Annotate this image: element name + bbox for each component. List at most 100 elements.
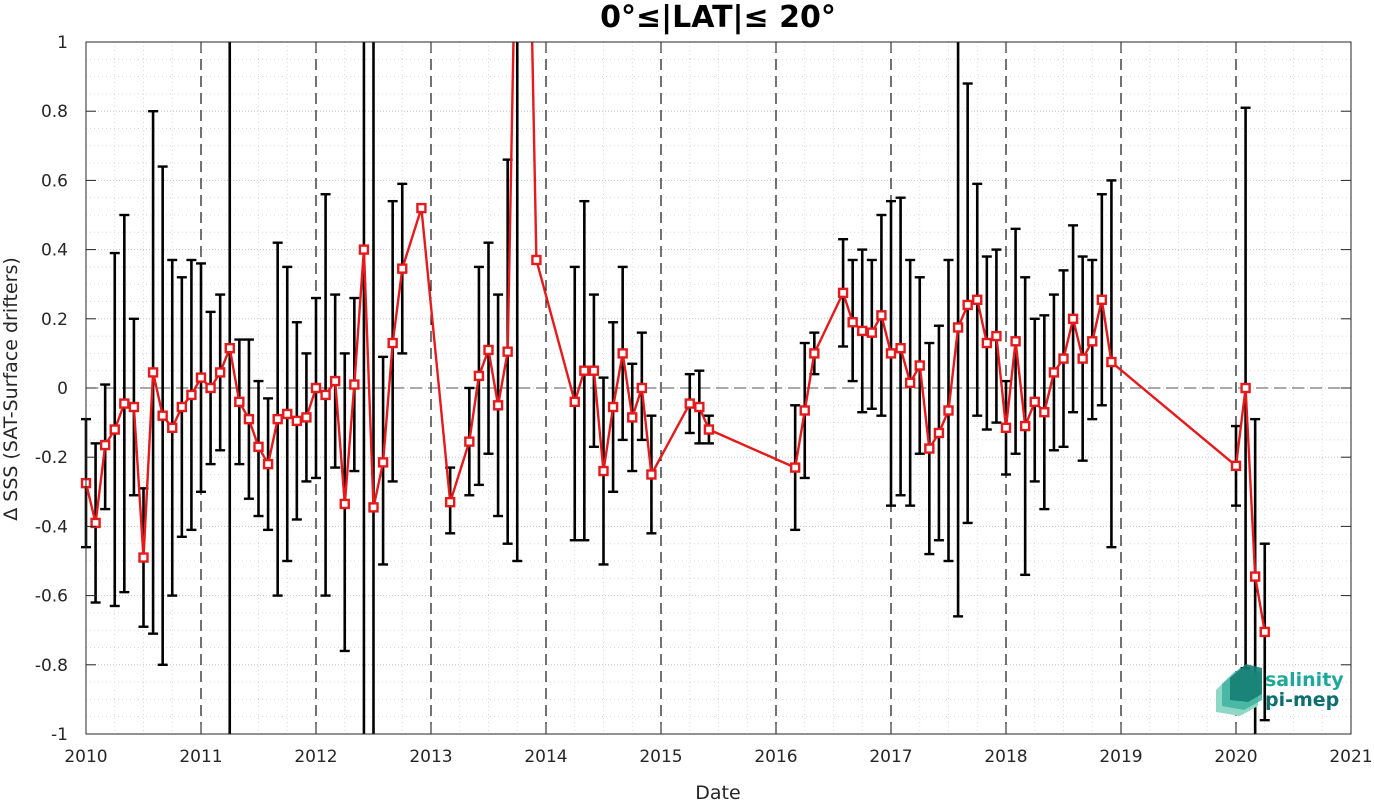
data-point [301, 412, 312, 423]
data-point [128, 401, 140, 413]
data-point [627, 412, 638, 423]
data-point [1019, 420, 1031, 432]
data-point [646, 469, 657, 480]
data-point [588, 365, 600, 376]
data-point [157, 410, 168, 421]
data-point [703, 424, 715, 435]
data-point [847, 317, 858, 328]
data-point [109, 424, 120, 435]
data-point [1096, 294, 1108, 305]
data-point [617, 348, 628, 359]
x-tick-label: 2017 [869, 747, 912, 767]
x-tick-label: 2018 [984, 747, 1027, 767]
data-point [972, 294, 983, 305]
x-tick-label: 2014 [524, 747, 567, 767]
data-point [205, 382, 216, 394]
data-point [1039, 407, 1050, 418]
data-point [924, 443, 935, 454]
data-point [914, 360, 925, 371]
data-point [636, 382, 648, 394]
chart-title: 0°≤|LAT|≤ 20° [600, 0, 836, 35]
data-point [904, 377, 916, 389]
y-tick-label: -0.2 [35, 448, 68, 468]
data-point [684, 398, 695, 409]
error-bars [81, 42, 1270, 734]
data-point [694, 401, 705, 413]
data-point [991, 330, 1002, 342]
x-tick-label: 2010 [64, 747, 107, 767]
data-point [981, 337, 993, 349]
data-point [387, 337, 398, 349]
data-point [320, 389, 331, 401]
data-point [310, 382, 322, 394]
data-point [607, 401, 619, 413]
salinity-pi-mep-logo: salinity pi-mep [1216, 664, 1344, 716]
x-tick-label: 2021 [1329, 747, 1372, 767]
data-point [167, 422, 178, 433]
logo-text-pi-mep: pi-mep [1265, 689, 1339, 711]
data-point [349, 379, 360, 390]
data-point [291, 415, 303, 427]
data-point [531, 254, 542, 266]
y-tick-label: 0.4 [41, 241, 68, 261]
data-point [933, 427, 945, 439]
data-point [492, 400, 504, 411]
data-point [1249, 571, 1261, 582]
data-point [943, 405, 954, 416]
y-tick-label: 0.6 [41, 171, 68, 191]
data-point [377, 457, 389, 468]
y-tick-label: 0.2 [41, 310, 68, 330]
data-point [416, 202, 427, 214]
data-point [1106, 356, 1117, 368]
data-point [809, 348, 820, 359]
x-tick-label: 2020 [1214, 747, 1257, 767]
y-tick-label: -1 [51, 725, 68, 745]
data-point [234, 396, 245, 408]
data-point [876, 310, 887, 321]
logo-text-salinity: salinity [1265, 669, 1344, 691]
y-tick-label: 1 [57, 33, 68, 53]
data-point [90, 517, 101, 529]
data-point [1077, 353, 1088, 364]
data-point [176, 401, 188, 413]
data-point [214, 367, 226, 378]
data-point [799, 405, 810, 416]
data-point [272, 413, 283, 425]
data-point [253, 441, 264, 453]
logo-mark-icon [1216, 664, 1262, 716]
x-tick-label: 2016 [754, 747, 797, 767]
data-point [502, 346, 513, 357]
data-point [138, 552, 149, 563]
data-point [186, 389, 197, 401]
data-point [962, 299, 973, 311]
x-tick-label: 2019 [1099, 747, 1142, 767]
data-point [358, 244, 370, 255]
data-point [1048, 367, 1060, 378]
data-markers [80, 202, 1270, 638]
data-point [857, 325, 868, 337]
data-point [1240, 382, 1251, 394]
data-point [895, 343, 906, 354]
data-point [579, 365, 590, 376]
data-point [1230, 460, 1242, 472]
y-tick-label: -0.8 [35, 656, 68, 676]
x-tick-label: 2013 [409, 747, 452, 767]
data-point [119, 398, 130, 409]
data-point [1010, 336, 1021, 347]
x-axis-label: Date [695, 782, 740, 801]
data-point [243, 413, 255, 425]
data-point [464, 436, 475, 447]
data-point [195, 372, 207, 383]
y-tick-label: 0.8 [41, 102, 68, 122]
y-axis-label: Δ SSS (SAT-Surface drifters) [0, 257, 22, 521]
data-point [339, 498, 350, 510]
data-point [368, 502, 379, 513]
x-tick-label: 2015 [639, 747, 682, 767]
data-point [1029, 396, 1040, 408]
data-point [99, 439, 111, 451]
data-point [569, 396, 580, 408]
data-point [397, 263, 408, 274]
series-line [86, 42, 1266, 633]
data-point [1000, 422, 1012, 433]
